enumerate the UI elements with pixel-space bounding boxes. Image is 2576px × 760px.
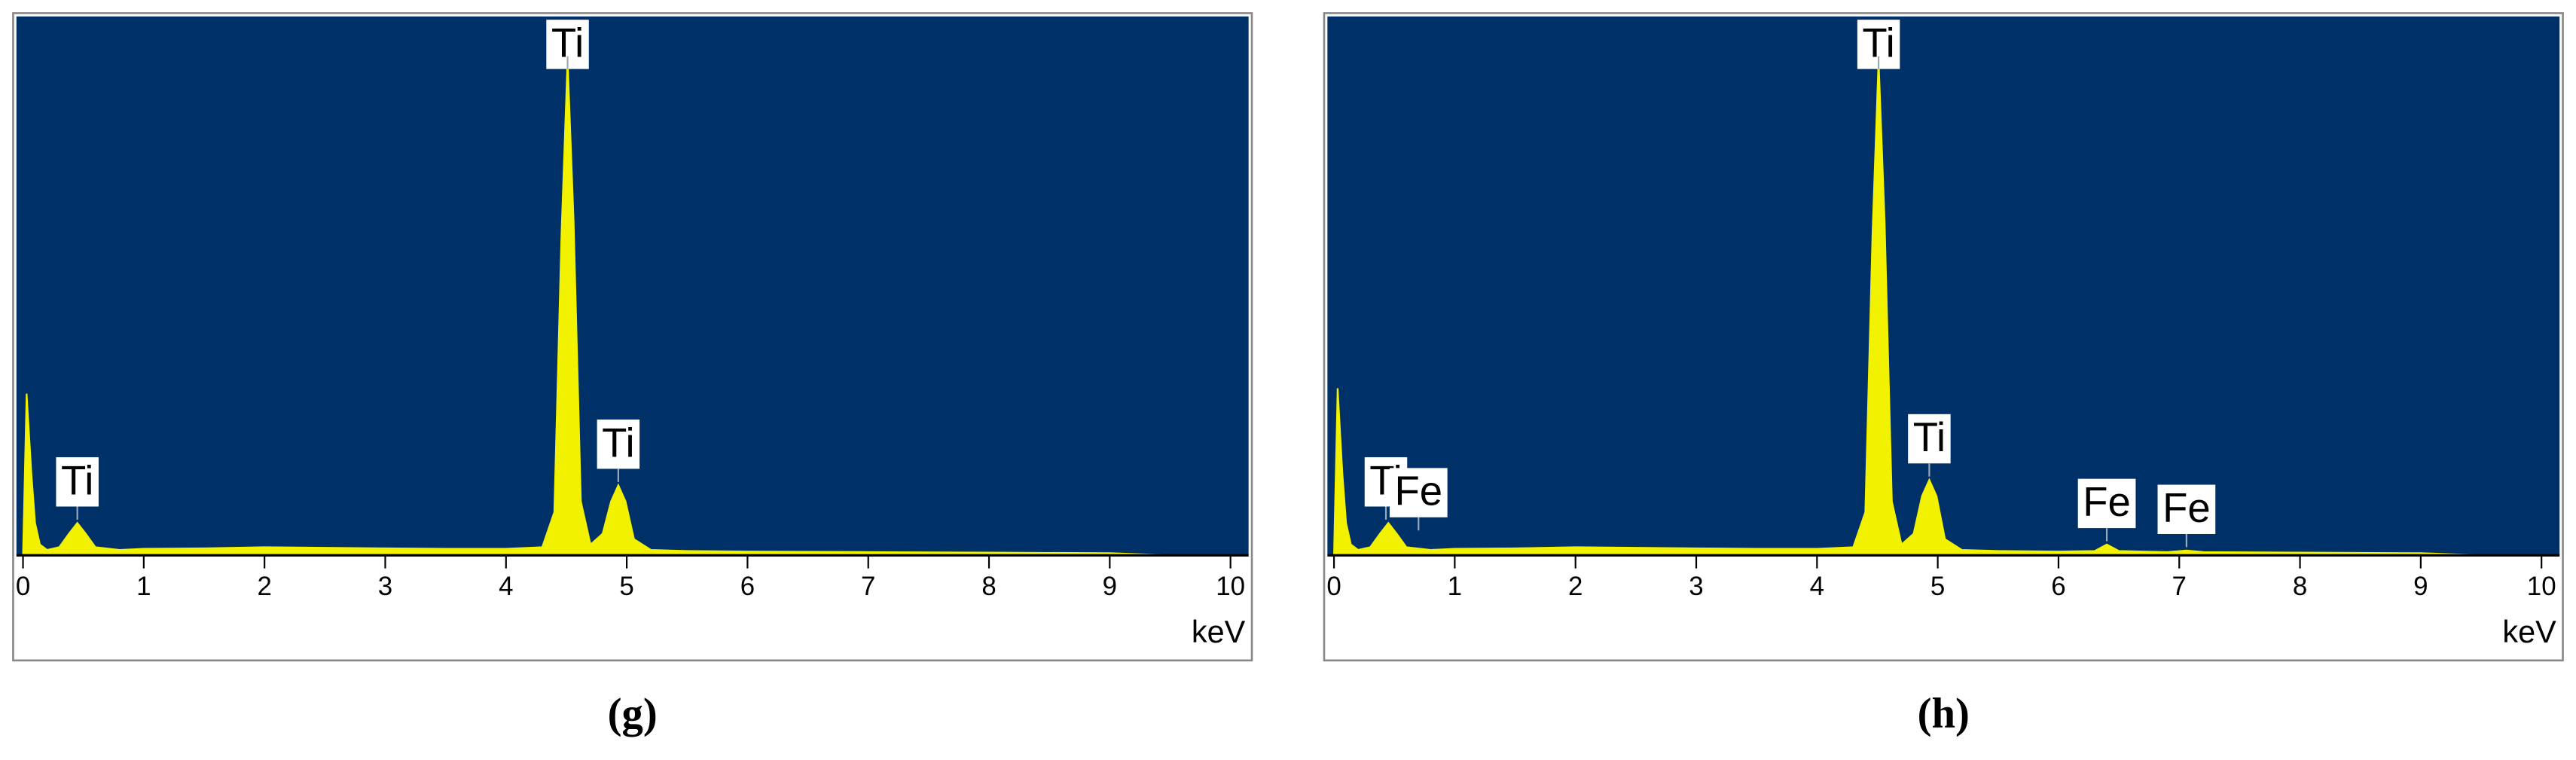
x-tick-label: 10 bbox=[2527, 572, 2556, 601]
peak-label: Fe bbox=[1389, 468, 1448, 531]
x-tick-label: 8 bbox=[981, 572, 996, 601]
x-tick-label: 9 bbox=[1103, 572, 1117, 601]
peak-label-text: Ti bbox=[1913, 414, 1946, 460]
peak-label-box bbox=[56, 457, 99, 507]
panel-label: (g) bbox=[608, 690, 658, 737]
x-tick-label: 0 bbox=[1326, 572, 1341, 601]
panel-label: (h) bbox=[1918, 690, 1970, 737]
peak-label-box bbox=[1389, 468, 1448, 517]
x-axis-label: keV bbox=[1192, 614, 1246, 649]
plot-area bbox=[1327, 16, 2560, 556]
x-tick-label: 7 bbox=[2172, 572, 2187, 601]
peak-label-box bbox=[2077, 478, 2136, 529]
peak-label: Ti bbox=[56, 457, 99, 520]
peak-label-text: Fe bbox=[2083, 479, 2131, 525]
peak-label-box bbox=[1908, 414, 1951, 464]
x-tick-label: 2 bbox=[1568, 572, 1583, 601]
x-tick-label: 9 bbox=[2413, 572, 2428, 601]
x-tick-label: 1 bbox=[136, 572, 151, 601]
x-tick-label: 4 bbox=[499, 572, 513, 601]
spectrum bbox=[22, 60, 1231, 557]
x-tick-label: 6 bbox=[740, 572, 755, 601]
plot-area bbox=[16, 16, 1249, 556]
peak-label-text: Fe bbox=[2162, 485, 2211, 531]
x-tick-label: 3 bbox=[378, 572, 392, 601]
x-tick-label: 7 bbox=[861, 572, 875, 601]
peak-label: Ti bbox=[546, 20, 589, 69]
peak-label: Ti bbox=[1857, 20, 1900, 69]
peak-label-text: Ti bbox=[602, 420, 634, 465]
x-tick-label: 2 bbox=[257, 572, 271, 601]
x-tick-label: 3 bbox=[1689, 572, 1703, 601]
x-tick-label: 5 bbox=[619, 572, 633, 601]
x-tick-label: 1 bbox=[1448, 572, 1462, 601]
peak-label-text: Fe bbox=[1394, 469, 1442, 514]
peak-label-box bbox=[597, 419, 640, 469]
peak-label: Fe bbox=[2077, 478, 2136, 542]
x-tick-label: 8 bbox=[2293, 572, 2307, 601]
x-axis-label: keV bbox=[2502, 614, 2556, 649]
peak-label: Fe bbox=[2157, 484, 2216, 548]
x-tick-label: 10 bbox=[1216, 572, 1245, 601]
x-tick-label: 0 bbox=[16, 572, 30, 601]
x-tick-label: 6 bbox=[2051, 572, 2065, 601]
x-tick-label: 4 bbox=[1810, 572, 1824, 601]
peak-label: Ti bbox=[1908, 414, 1951, 477]
peak-label: Ti bbox=[597, 419, 640, 482]
x-tick-label: 5 bbox=[1930, 572, 1945, 601]
peak-label-box bbox=[2157, 484, 2216, 534]
peak-label-text: Ti bbox=[61, 457, 93, 503]
